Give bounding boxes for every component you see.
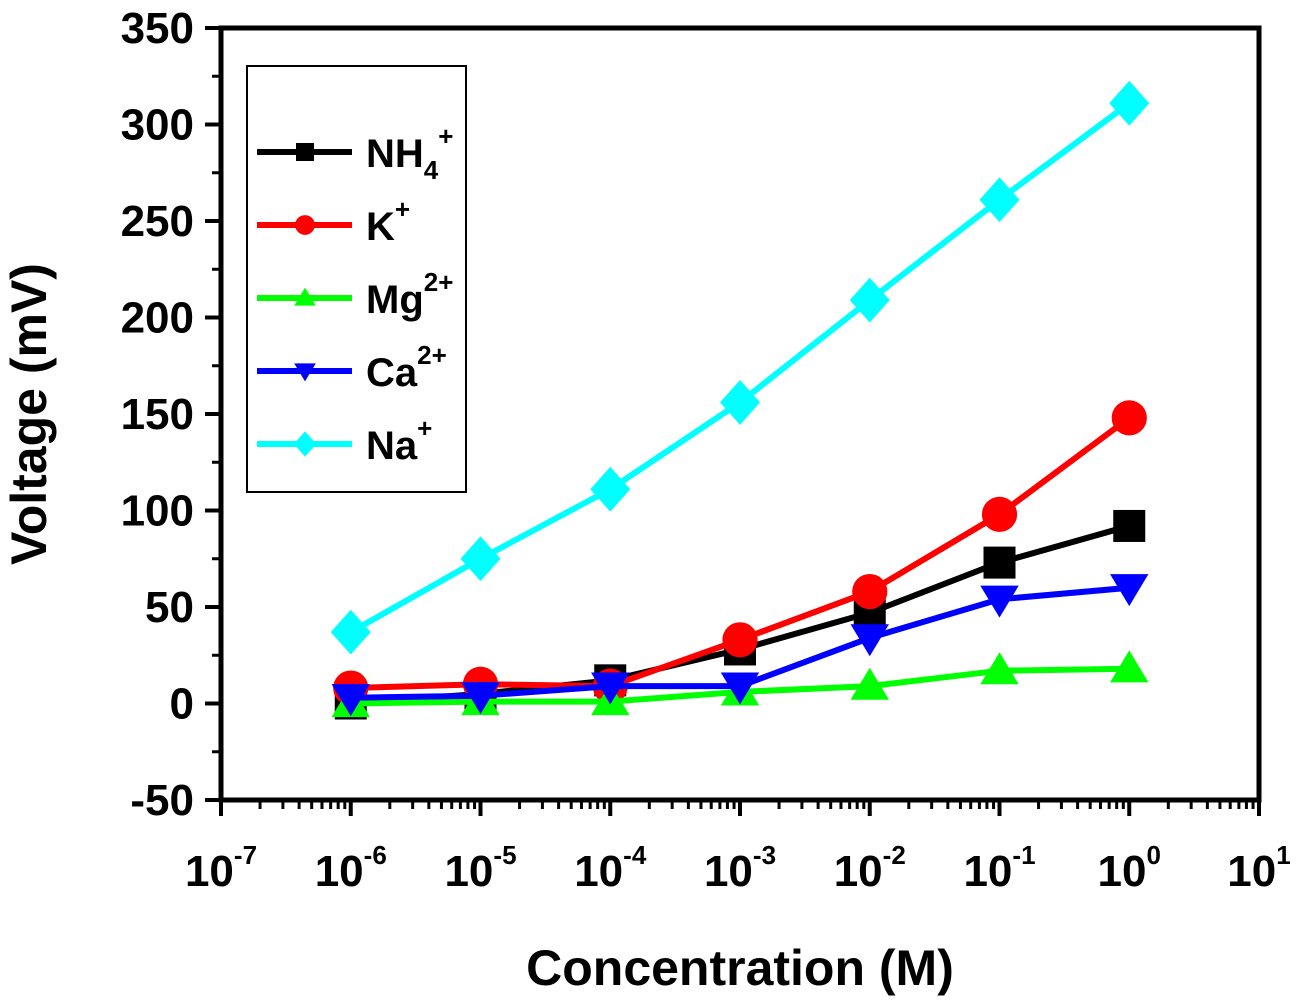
x-tick-label: 10-7 xyxy=(185,840,257,896)
data-point-ca2 xyxy=(331,684,370,717)
data-point-na xyxy=(979,177,1020,223)
x-tick-label: 10-3 xyxy=(704,840,776,896)
data-point-na xyxy=(849,277,890,323)
legend: NH4+K+Mg2+Ca2+Na+ xyxy=(246,65,467,493)
x-tick-exponent: -7 xyxy=(234,840,257,870)
y-tick-label: 350 xyxy=(121,4,194,53)
legend-label-superscript: + xyxy=(417,413,432,443)
legend-label-superscript: 2+ xyxy=(417,340,447,370)
x-tick-base: 10 xyxy=(574,847,623,896)
data-point-mg2 xyxy=(1110,650,1149,683)
x-tick-exponent: -4 xyxy=(623,840,647,870)
legend-marker-k xyxy=(295,215,315,235)
data-point-ca2 xyxy=(850,624,889,657)
y-tick-label: 100 xyxy=(121,487,194,536)
series-layer xyxy=(330,80,1150,720)
data-point-na xyxy=(330,609,371,655)
x-tick-exponent: -3 xyxy=(753,840,776,870)
legend-label-na: Na+ xyxy=(366,413,432,468)
legend-label-main: K xyxy=(366,205,395,249)
legend-label-main: Mg xyxy=(366,278,424,322)
y-ticks: -50 0 50 100 150 200 250 300 350 xyxy=(121,4,221,825)
y-tick-label: 250 xyxy=(121,197,194,246)
y-tick-label: 300 xyxy=(121,101,194,150)
legend-label-ca2: Ca2+ xyxy=(366,340,447,395)
x-tick-exponent: 0 xyxy=(1146,840,1160,870)
x-tick-base: 10 xyxy=(1098,847,1147,896)
x-tick-label: 10-2 xyxy=(834,840,906,896)
data-point-k xyxy=(722,622,758,658)
data-point-na xyxy=(460,536,501,582)
data-point-nh4 xyxy=(1113,509,1146,542)
x-tick-base: 10 xyxy=(704,847,753,896)
y-tick-label: 50 xyxy=(145,583,194,632)
x-tick-exponent: 1 xyxy=(1276,840,1290,870)
x-major-ticks: 10-7 10-6 10-5 10-4 10-3 10-2 10-1 100 101 xyxy=(185,800,1291,896)
data-point-na xyxy=(590,466,631,512)
x-tick-label: 10-1 xyxy=(963,840,1035,896)
x-tick-base: 10 xyxy=(444,847,493,896)
x-tick-base: 10 xyxy=(185,847,234,896)
x-tick-label: 10-5 xyxy=(444,840,516,896)
legend-label-k: K+ xyxy=(366,194,410,249)
legend-label-mg2: Mg2+ xyxy=(366,267,453,322)
legend-label-superscript: 2+ xyxy=(424,267,454,297)
data-point-mg2 xyxy=(850,667,889,700)
y-tick-label: 150 xyxy=(121,390,194,439)
legend-label-main: Ca xyxy=(366,351,418,395)
data-point-ca2 xyxy=(720,672,760,705)
legend-label-main: NH xyxy=(366,132,424,176)
data-point-ca2 xyxy=(980,585,1019,618)
y-axis-title: Voltage (mV) xyxy=(1,263,57,565)
y-tick-label: -50 xyxy=(130,776,194,825)
x-axis-title: Concentration (M) xyxy=(526,940,954,996)
x-tick-base: 10 xyxy=(315,847,364,896)
x-tick-base: 10 xyxy=(1227,847,1276,896)
legend-box xyxy=(246,65,467,493)
x-tick-exponent: -5 xyxy=(493,840,516,870)
x-tick-exponent: -2 xyxy=(883,840,906,870)
data-point-ca2 xyxy=(1110,574,1149,607)
data-point-mg2 xyxy=(980,652,1019,685)
legend-marker-na xyxy=(293,431,317,457)
data-point-nh4 xyxy=(983,546,1016,579)
legend-marker-ca2 xyxy=(294,363,316,382)
legend-label-superscript: + xyxy=(395,194,410,224)
data-point-na xyxy=(1109,80,1150,126)
legend-label-main: Na xyxy=(366,424,418,468)
legend-marker-nh4 xyxy=(296,143,314,161)
legend-marker-mg2 xyxy=(294,287,316,306)
data-point-k xyxy=(1111,400,1147,436)
legend-label-superscript: + xyxy=(438,121,453,151)
x-tick-label: 10-4 xyxy=(574,840,647,896)
data-point-na xyxy=(720,380,760,425)
x-tick-label: 100 xyxy=(1098,840,1161,896)
x-minor-ticks xyxy=(258,800,1255,809)
x-tick-label: 10-6 xyxy=(315,840,387,896)
legend-label-subscript: 4 xyxy=(424,155,439,185)
data-point-ca2 xyxy=(591,672,630,705)
data-point-ca2 xyxy=(461,682,500,715)
x-tick-exponent: -1 xyxy=(1012,840,1035,870)
x-tick-exponent: -6 xyxy=(364,840,387,870)
y-tick-label: 0 xyxy=(170,680,194,729)
legend-label-nh4: NH4 + xyxy=(366,121,453,185)
y-tick-label: 200 xyxy=(121,294,194,343)
x-tick-base: 10 xyxy=(834,847,883,896)
x-tick-label: 101 xyxy=(1227,840,1290,896)
data-point-k xyxy=(981,496,1018,532)
x-tick-base: 10 xyxy=(963,847,1012,896)
data-point-k xyxy=(852,573,888,610)
